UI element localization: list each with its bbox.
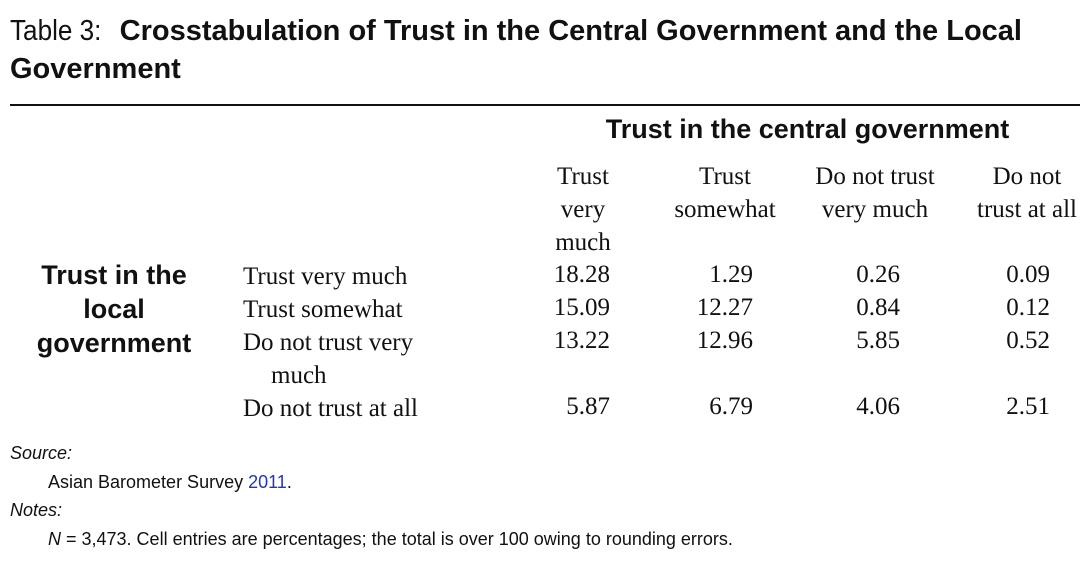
source-heading: Source: — [10, 443, 73, 463]
source-period: . — [286, 472, 292, 492]
source-text: Asian Barometer Survey — [48, 472, 244, 492]
row-label: Do not trust at all — [243, 395, 418, 422]
notes-text: = 3,473. Cell entries are percentages; t… — [61, 529, 733, 549]
column-header: Trust somewhat — [674, 163, 776, 223]
row-label: Do not trust very much — [243, 326, 448, 392]
table-cell: 13.22 — [553, 327, 610, 354]
row-label: Trust somewhat — [243, 296, 403, 323]
table-caption: Table 3: Crosstabulation of Trust in the… — [10, 12, 1070, 88]
row-group-label: Trust in the local government — [36, 260, 192, 358]
table-cell: 0.52 — [1006, 327, 1050, 354]
table-cell: 4.06 — [856, 393, 900, 420]
table-cell: 18.28 — [553, 261, 610, 288]
table-cell: 5.87 — [566, 393, 610, 420]
top-rule — [10, 104, 1080, 106]
table-cell: 0.12 — [1006, 294, 1050, 321]
table-cell: 5.85 — [856, 327, 900, 354]
table-cell: 12.96 — [696, 327, 753, 354]
column-header: Trust very much — [555, 163, 611, 256]
row-label-text: Do not trust very much — [243, 329, 414, 389]
table-cell: 0.26 — [856, 261, 900, 288]
table-cell: 12.27 — [696, 294, 753, 321]
source-line: Asian Barometer Survey 2011. — [48, 472, 292, 493]
table-cell: 2.51 — [1006, 393, 1050, 420]
caption-title: Crosstabulation of Trust in the Central … — [10, 15, 1022, 85]
table-cell: 0.09 — [1006, 261, 1050, 288]
table-cell: 15.09 — [553, 294, 610, 321]
source-year-link[interactable]: 2011 — [248, 472, 287, 492]
column-header: Do not trust at all — [977, 163, 1077, 223]
table-cell: 1.29 — [709, 261, 753, 288]
notes-heading: Notes: — [10, 500, 63, 520]
table-cell: 0.84 — [856, 294, 900, 321]
n-symbol: N — [48, 529, 61, 549]
table-cell: 6.79 — [709, 393, 753, 420]
column-spanner: Trust in the central government — [605, 114, 1010, 144]
row-label: Trust very much — [243, 263, 408, 290]
notes-line: N = 3,473. Cell entries are percentages;… — [48, 529, 733, 550]
caption-label: Table 3: — [10, 15, 102, 47]
column-header: Do not trust very much — [815, 163, 935, 223]
